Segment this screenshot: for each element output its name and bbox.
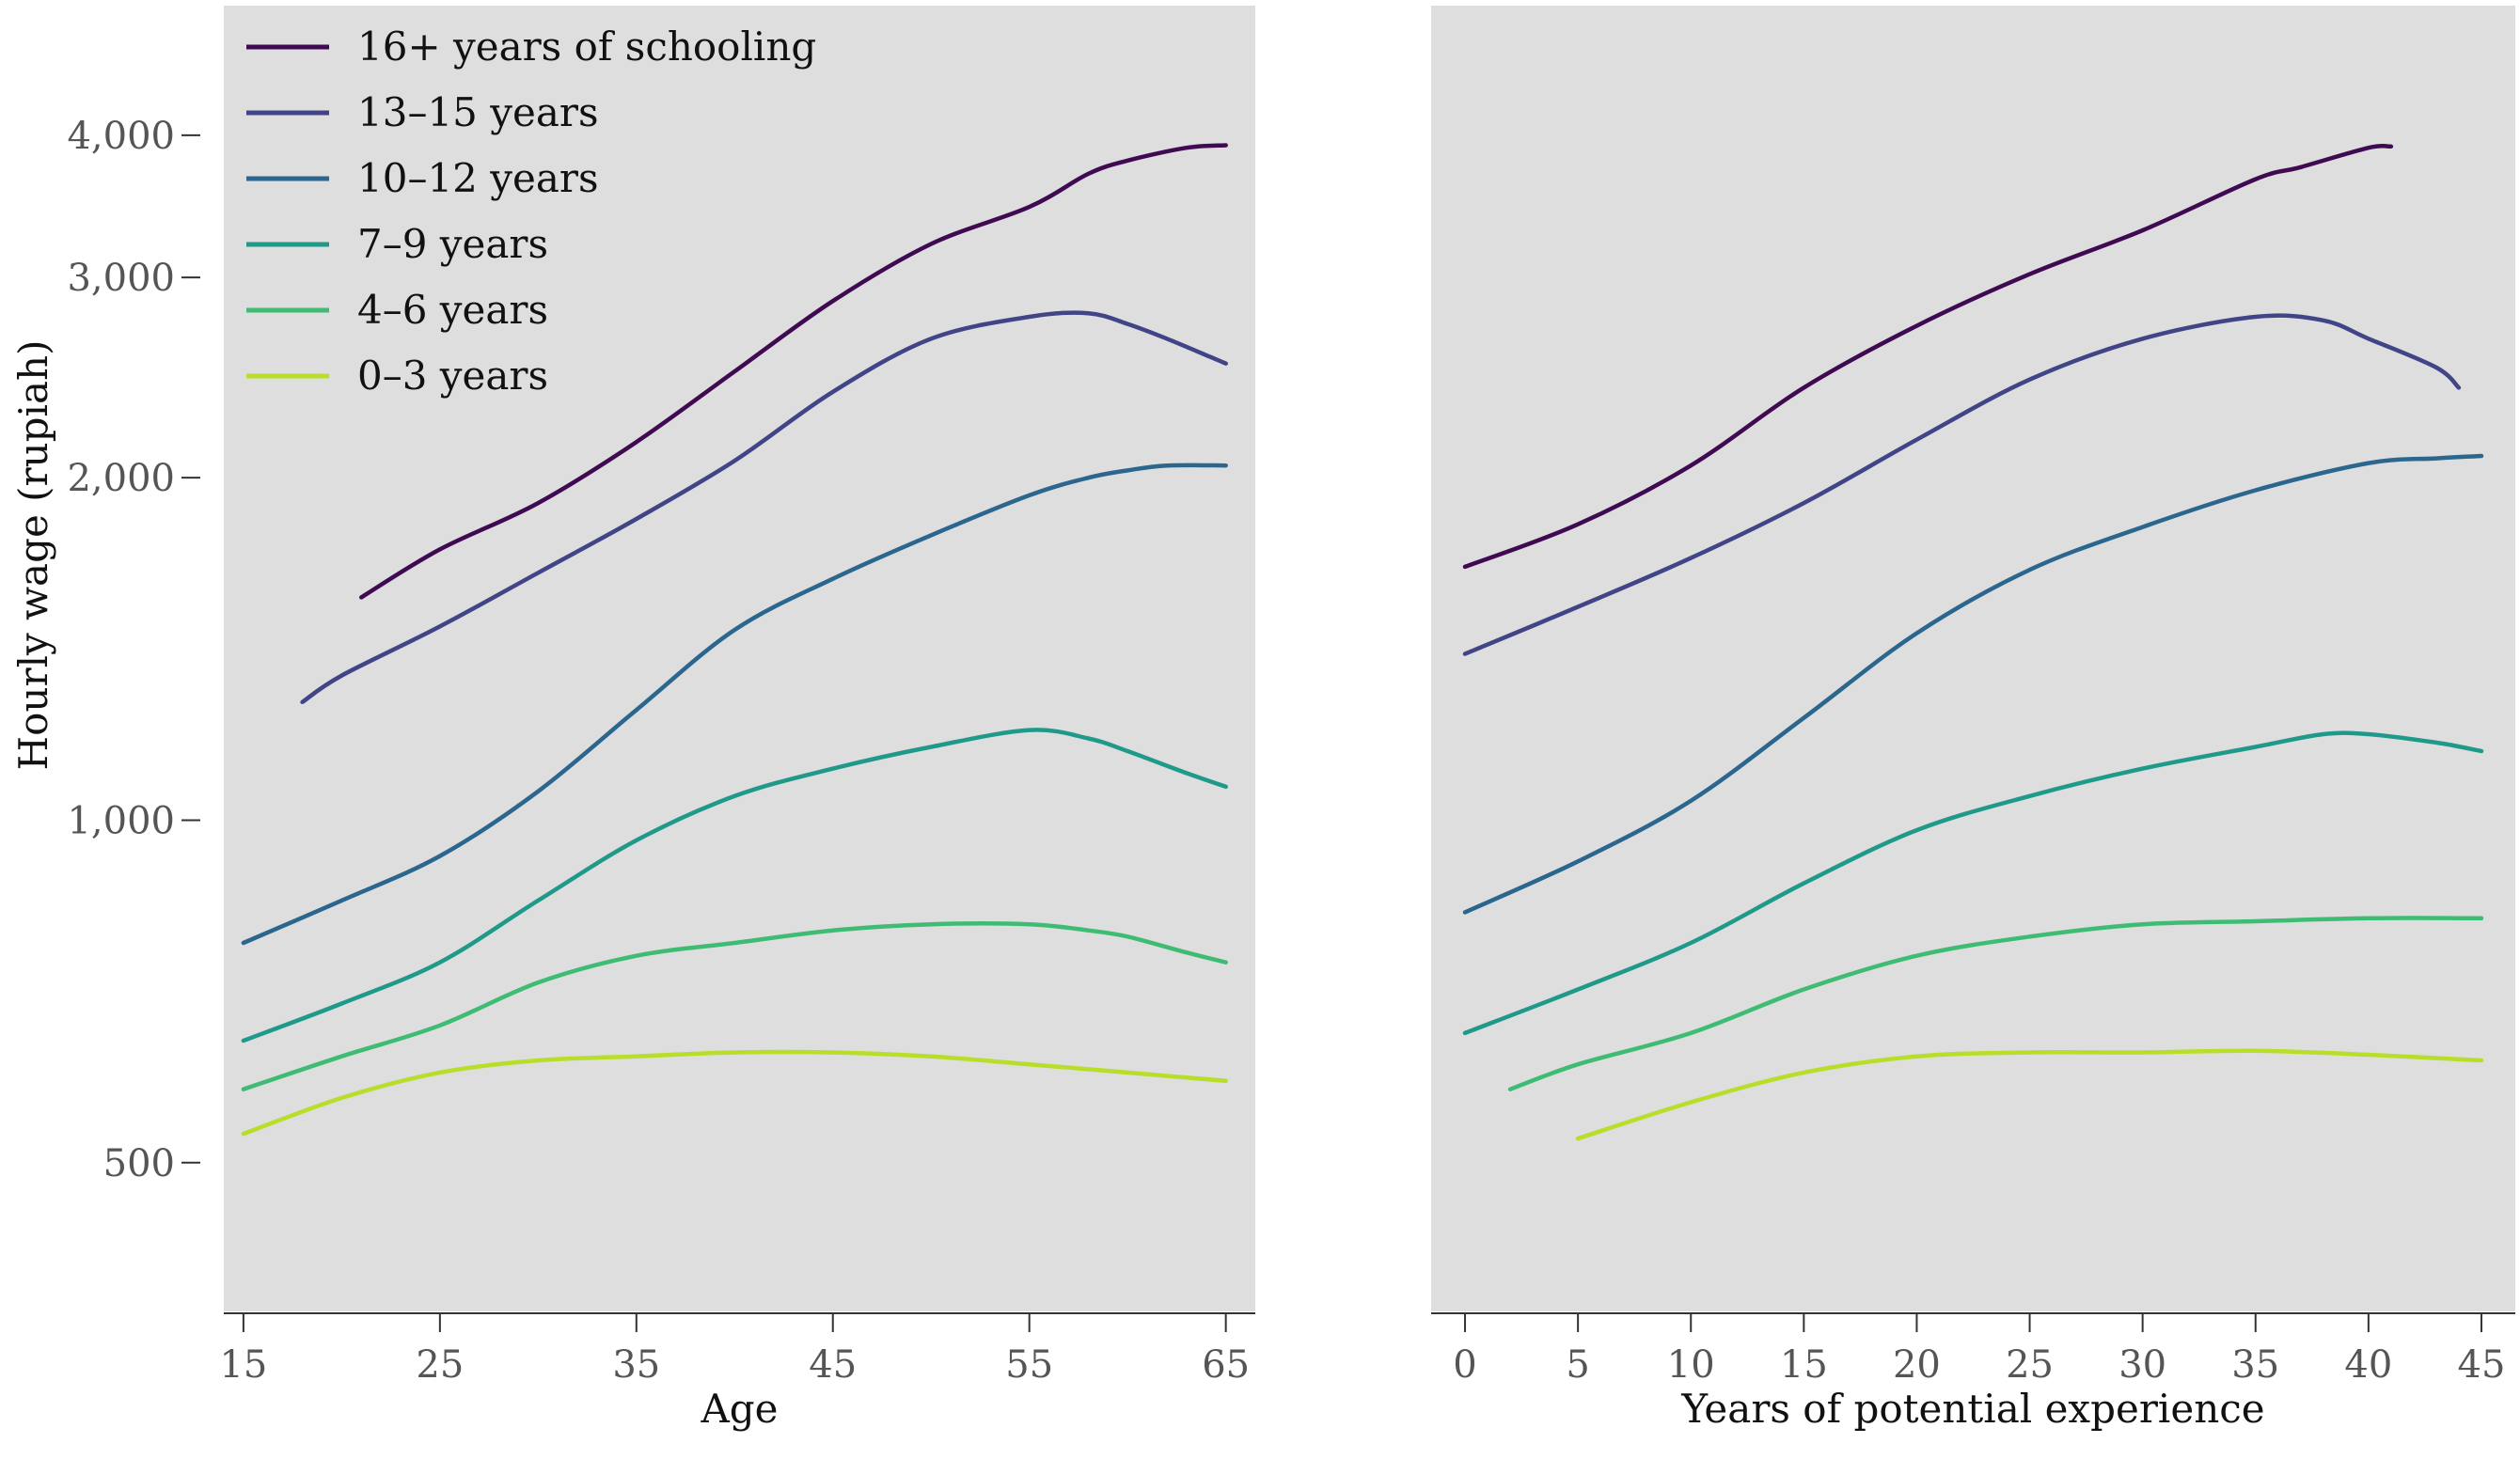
legend: 16+ years of schooling 13–15 years 10–12 y… bbox=[246, 24, 816, 399]
x-tick-label: 35 bbox=[612, 1343, 660, 1387]
legend-label-16-years-of-schooling: 16+ years of schooling bbox=[357, 24, 816, 70]
x-tick-label: 15 bbox=[1780, 1343, 1828, 1387]
series-line-10-12-years bbox=[241, 463, 1228, 946]
x-tick-label: 25 bbox=[2006, 1343, 2054, 1387]
series-line-7-9-years bbox=[241, 728, 1228, 1043]
x-tick-label: 20 bbox=[1893, 1343, 1941, 1387]
x-axis-title: Age bbox=[700, 1386, 778, 1432]
series-line-13-15-years bbox=[1462, 313, 2462, 656]
series-line-0-3-years bbox=[241, 1049, 1228, 1137]
x-axis-title: Years of potential experience bbox=[1680, 1386, 2264, 1432]
x-tick-label: 40 bbox=[2344, 1343, 2392, 1387]
legend-label-13-15-years: 13–15 years bbox=[357, 89, 599, 135]
experience-panel: 0 5 10 15 20 25 30 35 40 45 Years of potential exp… bbox=[1431, 6, 2515, 1432]
series-line-16-years-of-schooling bbox=[1462, 143, 2394, 570]
x-tick-label: 45 bbox=[2458, 1343, 2506, 1387]
x-tick-label: 65 bbox=[1202, 1343, 1250, 1387]
legend-label-0-3-years: 0–3 years bbox=[357, 353, 548, 399]
x-tick-label: 35 bbox=[2231, 1343, 2279, 1387]
x-tick-label: 0 bbox=[1453, 1343, 1476, 1387]
x-tick-label: 15 bbox=[219, 1343, 267, 1387]
y-tick-label: 2,000 bbox=[67, 457, 175, 500]
series-line-16-years-of-schooling bbox=[359, 143, 1228, 600]
y-tick-label: 1,000 bbox=[67, 799, 175, 842]
x-tick-label: 5 bbox=[1566, 1343, 1589, 1387]
legend-label-7-9-years: 7–9 years bbox=[357, 221, 548, 267]
y-tick-label: 3,000 bbox=[67, 257, 175, 300]
series-line-13-15-years bbox=[300, 310, 1228, 705]
legend-label-10-12-years: 10–12 years bbox=[357, 155, 599, 201]
y-tick-label: 4,000 bbox=[67, 115, 175, 158]
series-line-10-12-years bbox=[1462, 453, 2484, 915]
x-tick-label: 25 bbox=[416, 1343, 464, 1387]
plot-background bbox=[1431, 6, 2515, 1311]
y-axis-title: Hourly wage (rupiah) bbox=[10, 340, 56, 771]
series-line-4-6-years bbox=[1507, 916, 2484, 1091]
series-line-0-3-years bbox=[1575, 1048, 2484, 1141]
x-tick-label: 30 bbox=[2118, 1343, 2166, 1387]
y-tick-label: 500 bbox=[103, 1142, 175, 1185]
x-tick-label: 45 bbox=[809, 1343, 857, 1387]
series-line-4-6-years bbox=[241, 921, 1228, 1091]
age-panel: 15 25 35 45 55 65 Age 500 1,000 2,000 3,000 4,000 Ho… bbox=[10, 6, 1255, 1432]
x-tick-label: 55 bbox=[1005, 1343, 1053, 1387]
x-tick-label: 10 bbox=[1667, 1343, 1715, 1387]
legend-label-4-6-years: 4–6 years bbox=[357, 287, 548, 333]
plot-background bbox=[224, 6, 1255, 1311]
series-line-7-9-years bbox=[1462, 730, 2484, 1036]
